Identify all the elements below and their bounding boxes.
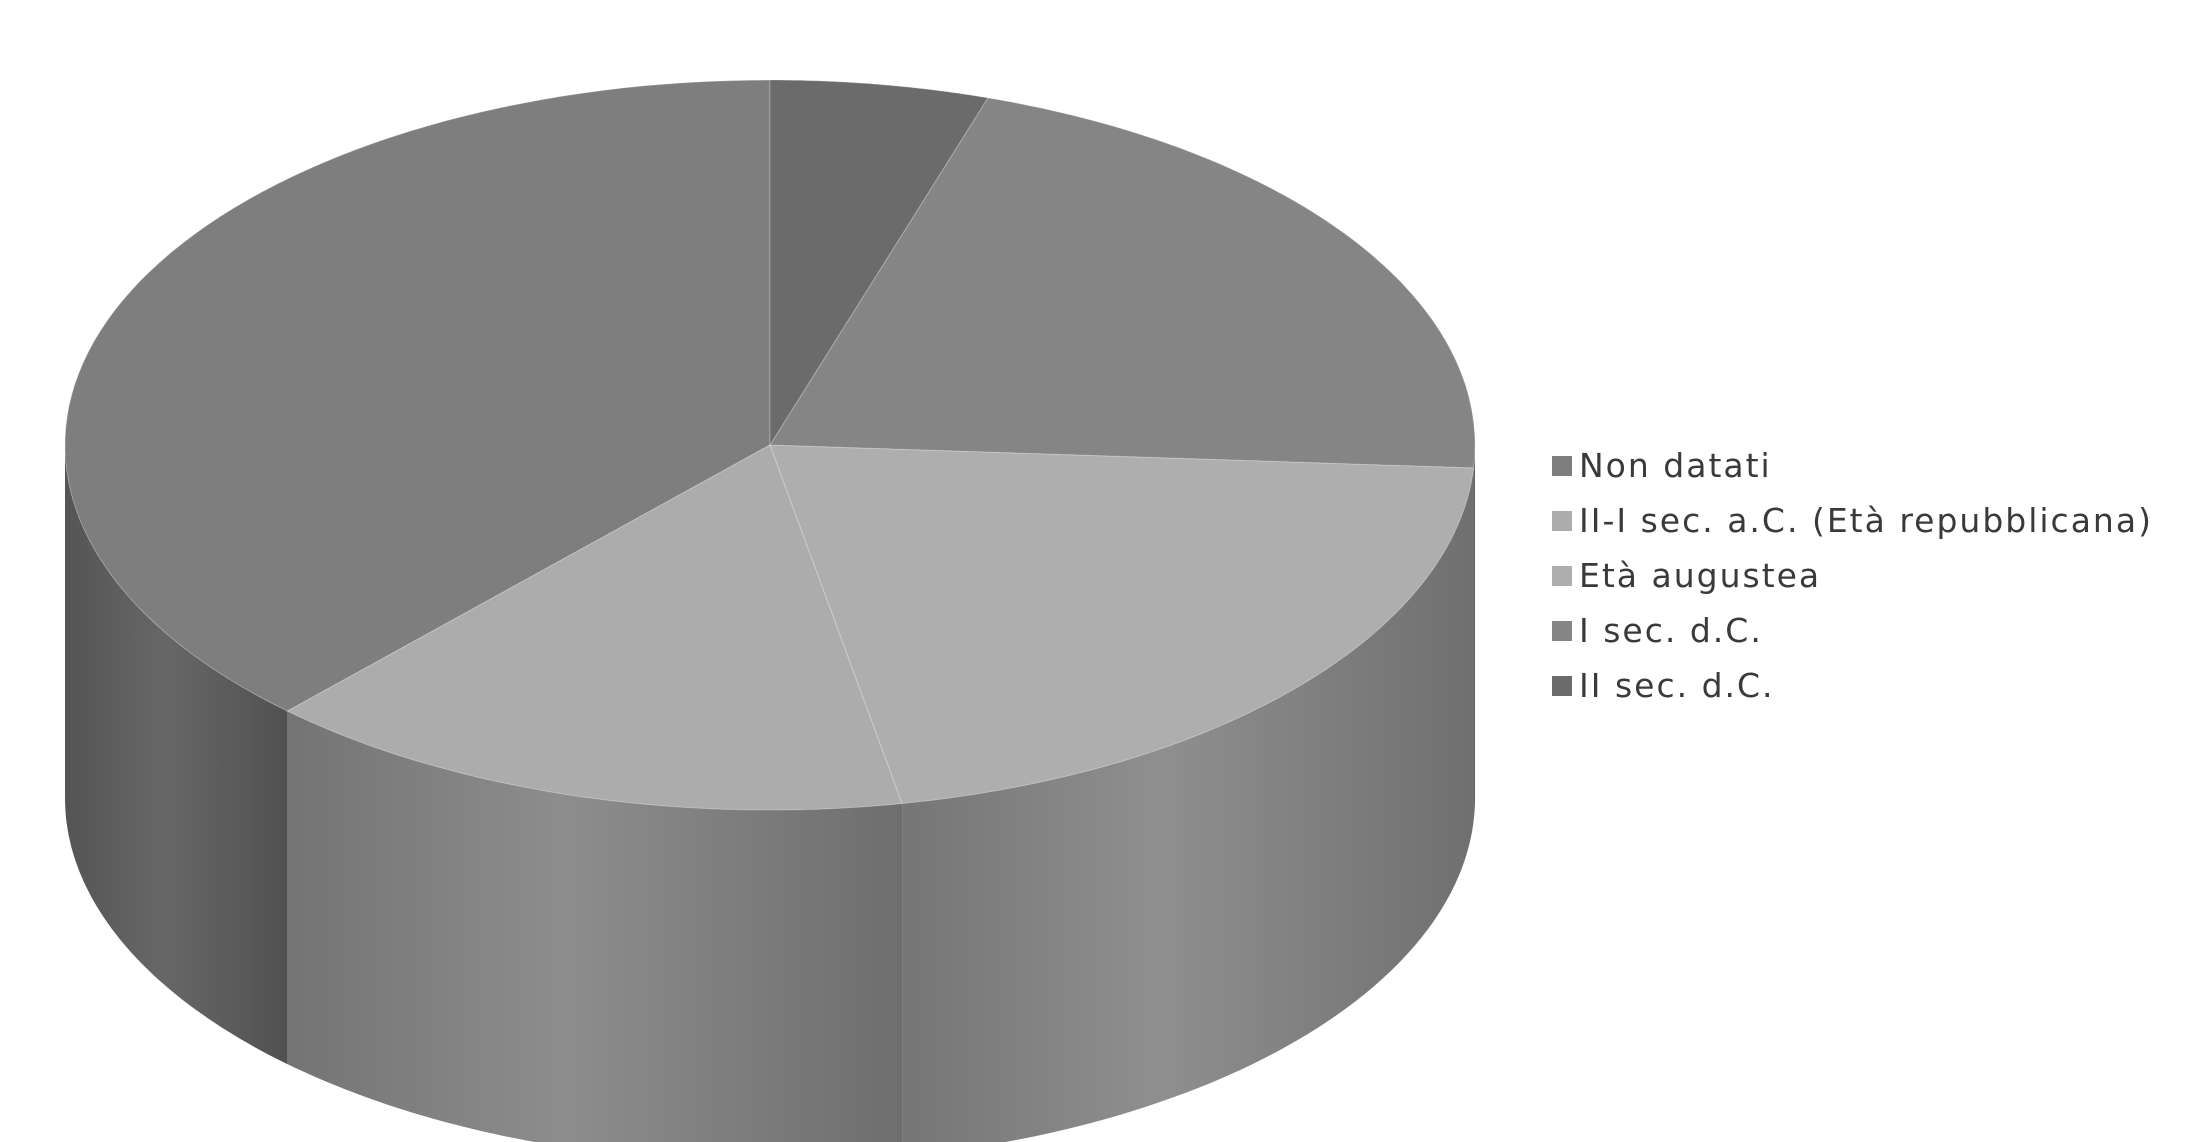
legend-label: I sec. d.C. [1579,611,1763,650]
legend-item: II sec. d.C. [1552,658,2192,713]
pie-slice-2 [769,444,1475,805]
legend-item: I sec. d.C. [1552,603,2192,658]
pie-side-shade-1 [287,711,903,1142]
pie-slice-4 [769,79,989,447]
pie-side-shade-2 [902,467,1474,1142]
pie-sides [65,445,1475,1142]
legend-label: II-I sec. a.C. (Età repubblicana) [1579,501,2153,540]
legend-item: II-I sec. a.C. (Età repubblicana) [1552,493,2192,548]
legend-swatch [1552,455,1572,476]
legend-swatch [1552,565,1572,586]
legend-item: Età augustea [1552,548,2192,603]
legend-item: Non datati [1552,438,2192,493]
pie-slice-1 [286,444,903,811]
pie-side-shade-3 [1473,445,1475,821]
pie-side-shade-0 [65,445,288,1065]
legend-swatch [1552,675,1572,696]
legend-label: Non datati [1579,446,1772,485]
legend-label: Età augustea [1579,556,1822,595]
legend-label: II sec. d.C. [1579,666,1775,705]
legend-swatch [1552,620,1572,641]
legend-swatch [1552,510,1572,531]
pie-slice-0 [64,79,771,712]
legend: Non datati II-I sec. a.C. (Età repubblica… [1552,438,2192,713]
pie-slice-3 [769,97,1476,469]
pie-slices [64,79,1476,811]
